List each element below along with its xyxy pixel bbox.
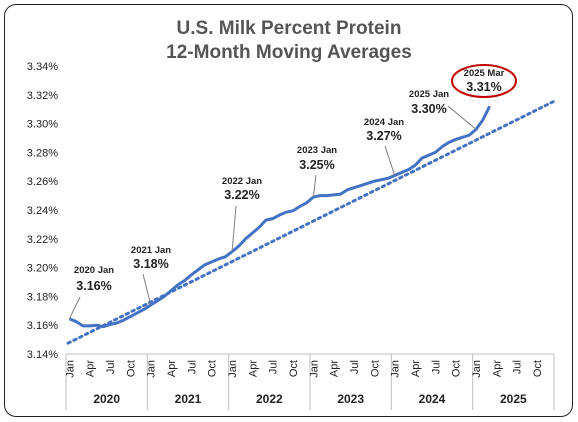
y-tick-label: 3.26% xyxy=(27,176,58,188)
year-label: 2024 xyxy=(419,392,446,406)
x-tick-label: Jul xyxy=(105,360,117,374)
y-tick-label: 3.16% xyxy=(27,320,58,332)
annotation-value: 3.31% xyxy=(466,80,501,94)
year-label: 2022 xyxy=(256,392,283,406)
year-label: 2020 xyxy=(93,392,120,406)
annotation-date: 2020 Jan xyxy=(74,265,114,276)
y-tick-label: 3.20% xyxy=(27,263,58,275)
x-tick-label: Oct xyxy=(207,360,219,377)
annotation-value: 3.22% xyxy=(224,188,259,202)
y-tick-label: 3.22% xyxy=(27,234,58,246)
annotation-pointer xyxy=(312,174,317,198)
x-tick-label: Oct xyxy=(369,360,381,377)
x-tick-label: Jan xyxy=(64,360,76,378)
y-tick-label: 3.14% xyxy=(27,349,58,361)
x-tick-label: Oct xyxy=(288,360,300,377)
annotation-pointer xyxy=(68,296,81,319)
annotation-date: 2024 Jan xyxy=(364,117,404,128)
y-tick-label: 3.24% xyxy=(27,205,58,217)
annotation-date: 2025 Mar xyxy=(464,68,505,79)
x-tick-label: Oct xyxy=(125,360,137,377)
year-label: 2023 xyxy=(337,392,364,406)
x-tick-label: Apr xyxy=(329,360,341,377)
x-tick-label: Apr xyxy=(85,360,97,377)
y-tick-label: 3.32% xyxy=(27,90,58,102)
x-tick-label: Apr xyxy=(247,360,259,377)
y-tick-label: 3.28% xyxy=(27,147,58,159)
highlight-ellipse xyxy=(451,64,517,98)
x-tick-label: Apr xyxy=(410,360,422,377)
x-tick-label: Apr xyxy=(491,360,503,377)
annotation-date: 2022 Jan xyxy=(222,176,262,187)
annotation-pointer xyxy=(142,273,152,306)
chart-title: U.S. Milk Percent Protein xyxy=(176,18,402,39)
y-tick-label: 3.34% xyxy=(27,61,58,73)
x-tick-label: Oct xyxy=(532,360,544,377)
x-tick-label: Jul xyxy=(186,360,198,374)
year-label: 2025 xyxy=(500,392,527,406)
x-tick-label: Jan xyxy=(227,360,239,378)
annotation-value: 3.27% xyxy=(366,129,401,143)
annotation-date: 2025 Jan xyxy=(409,89,449,100)
x-tick-label: Jan xyxy=(146,360,158,378)
x-tick-label: Jul xyxy=(512,360,524,374)
trend-line xyxy=(66,99,556,345)
annotation-date: 2021 Jan xyxy=(131,245,171,256)
annotation-date: 2023 Jan xyxy=(297,145,337,156)
annotation-value: 3.30% xyxy=(411,102,446,116)
y-tick-label: 3.30% xyxy=(27,119,58,131)
annotation-pointer xyxy=(384,145,396,176)
annotation-pointer xyxy=(447,105,477,130)
x-tick-label: Jan xyxy=(390,360,402,378)
x-tick-label: Oct xyxy=(451,360,463,377)
annotation-pointer xyxy=(231,205,237,252)
series-line xyxy=(68,105,491,329)
x-tick-label: Jul xyxy=(430,360,442,374)
year-label: 2021 xyxy=(175,392,202,406)
annotation-value: 3.18% xyxy=(133,257,168,271)
x-tick-label: Apr xyxy=(166,360,178,377)
annotation-value: 3.16% xyxy=(76,279,111,293)
chart-subtitle: 12-Month Moving Averages xyxy=(166,42,412,63)
x-tick-label: Jul xyxy=(268,360,280,374)
annotation-value: 3.25% xyxy=(299,158,334,172)
x-tick-label: Jan xyxy=(308,360,320,378)
y-tick-label: 3.18% xyxy=(27,291,58,303)
x-tick-label: Jan xyxy=(471,360,483,378)
x-tick-label: Jul xyxy=(349,360,361,374)
